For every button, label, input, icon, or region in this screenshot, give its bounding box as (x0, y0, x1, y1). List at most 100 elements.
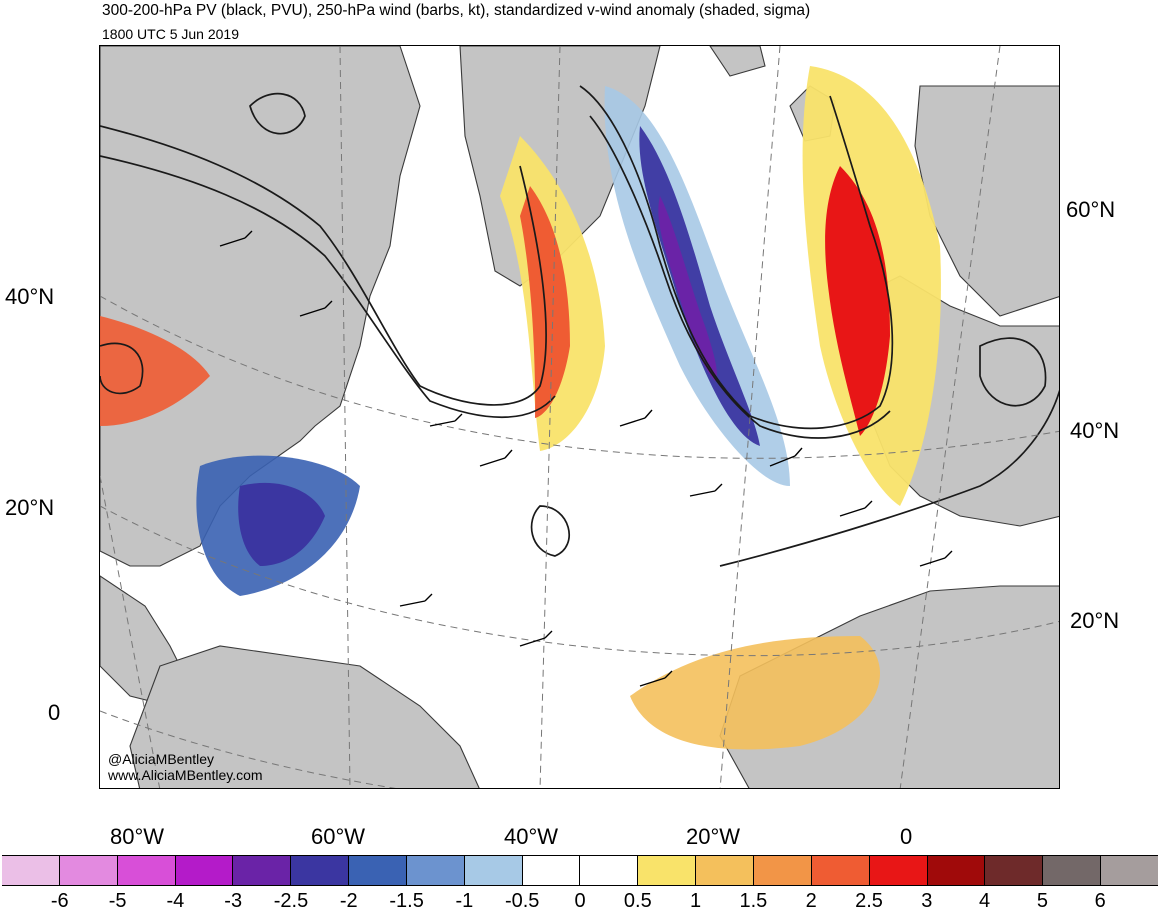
colorbar-swatch (58, 856, 117, 885)
land-south-america (129, 645, 480, 788)
lon-label: 40°W (504, 824, 559, 849)
colorbar-label: 2.5 (855, 890, 883, 912)
credit-handle: @AliciaMBentley (108, 751, 215, 767)
colorbar-swatch (2, 856, 59, 885)
graticule (100, 46, 1059, 788)
colorbar-swatch (1100, 856, 1158, 885)
colorbar-swatch (637, 856, 696, 885)
lat-label-left: 20°N (5, 495, 55, 520)
anomaly-positive-africa (630, 636, 880, 750)
wind-barb (479, 449, 513, 467)
lon-label: 20°W (686, 824, 741, 849)
pv-contour (100, 342, 144, 395)
parallel-40n (100, 295, 1059, 459)
wind-barbs (219, 230, 953, 687)
colorbar-label: -0.5 (504, 890, 540, 912)
colorbar-swatch (984, 856, 1043, 885)
anomaly-negative-caribbean-core (238, 482, 325, 566)
anomaly-positive-west (100, 316, 210, 426)
colorbar-swatch (463, 856, 522, 885)
lon-label: 0 (900, 824, 913, 849)
land-scandinavia (914, 85, 1059, 317)
meridian-80w (100, 475, 161, 788)
map-canvas (100, 46, 1059, 788)
colorbar-swatch (579, 856, 638, 885)
pv-contour (249, 92, 306, 135)
anomaly-negative-atlantic-core (639, 126, 760, 446)
anomaly-colorbar (2, 855, 1158, 886)
colorbar-label: -4 (166, 890, 185, 912)
colorbar-swatch (926, 856, 985, 885)
wind-barb (619, 409, 653, 427)
wind-barb (839, 500, 873, 517)
pv-contour (579, 85, 894, 430)
pv-contours (100, 85, 1059, 567)
colorbar-label: -2 (339, 890, 358, 912)
colorbar-swatch (1042, 856, 1101, 885)
colorbar-label: -1.5 (389, 890, 424, 912)
colorbar-label: 0 (574, 890, 586, 912)
meridian-0 (899, 46, 1001, 788)
lat-label-right: 40°N (1070, 418, 1120, 443)
colorbar-label: 3 (921, 890, 933, 912)
wind-barb (769, 447, 803, 467)
colorbar-label: -3 (224, 890, 243, 912)
colorbar-label: 1.5 (739, 890, 768, 912)
wind-barb (399, 593, 433, 607)
colorbar-swatch (810, 856, 869, 885)
colorbar-swatch (116, 856, 175, 885)
anomaly-negative-atlantic-center (658, 196, 717, 381)
pv-contour (530, 505, 571, 557)
wind-barb (919, 550, 953, 567)
pv-contour (589, 115, 891, 439)
wind-barb (219, 230, 253, 247)
colorbar-label: -2.5 (273, 890, 309, 912)
land-north-america (100, 46, 421, 567)
colorbar-swatch (405, 856, 464, 885)
wind-barb (639, 670, 673, 687)
colorbar-label: 5 (1036, 890, 1048, 912)
colorbar-swatch (232, 856, 291, 885)
colorbar-swatch (868, 856, 927, 885)
meridian-60w (339, 46, 351, 788)
lon-label: 80°W (110, 824, 165, 849)
lat-label-left: 40°N (5, 284, 55, 309)
colorbar-label: -6 (50, 890, 69, 912)
colorbar-label: 1 (690, 890, 702, 912)
land-iceland (709, 46, 766, 77)
lat-label-right: 20°N (1070, 608, 1120, 633)
lat-label-left: 0 (48, 700, 61, 725)
meridian-20w (719, 46, 781, 788)
pv-contour (979, 337, 1047, 407)
parallel-20n (100, 505, 1059, 657)
wind-barb (519, 630, 553, 647)
colorbar-label: 0.5 (623, 890, 652, 912)
pv-contour (100, 125, 547, 406)
anomaly-positive-europe-core (825, 166, 890, 436)
wind-anomaly-shading (100, 66, 941, 750)
colorbar-swatch (174, 856, 233, 885)
colorbar-labels: -6 -5 -4 -3 -2.5 -2 -1.5 -1 -0.5 0 0.5 1 1.5 2 2.5 3 4 5 6 (0, 890, 1160, 912)
wind-barb (689, 483, 723, 497)
map-panel: @AliciaMBentley www.AliciaMBentley.com (99, 45, 1060, 789)
colorbar-swatch (695, 856, 753, 885)
colorbar-swatch (348, 856, 406, 885)
lon-label: 60°W (311, 824, 366, 849)
colorbar-swatch (290, 856, 349, 885)
credit-url: www.AliciaMBentley.com (108, 767, 263, 783)
colorbar-label: 4 (979, 890, 991, 912)
colorbar-label: 6 (1094, 890, 1106, 912)
wind-barb (299, 300, 333, 317)
colorbar-swatch (521, 856, 580, 885)
lat-label-right: 60°N (1066, 197, 1116, 222)
colorbar-label: -5 (108, 890, 127, 912)
colorbar-label: -1 (455, 890, 474, 912)
wind-barb (429, 413, 463, 427)
map-valid-time: 1800 UTC 5 Jun 2019 (102, 26, 239, 42)
pv-contour (100, 155, 556, 419)
colorbar-label: 2 (805, 890, 817, 912)
map-title: 300-200-hPa PV (black, PVU), 250-hPa win… (102, 2, 811, 19)
colorbar-swatch (752, 856, 811, 885)
pv-contour (719, 389, 1059, 567)
meridian-40w (539, 46, 561, 788)
